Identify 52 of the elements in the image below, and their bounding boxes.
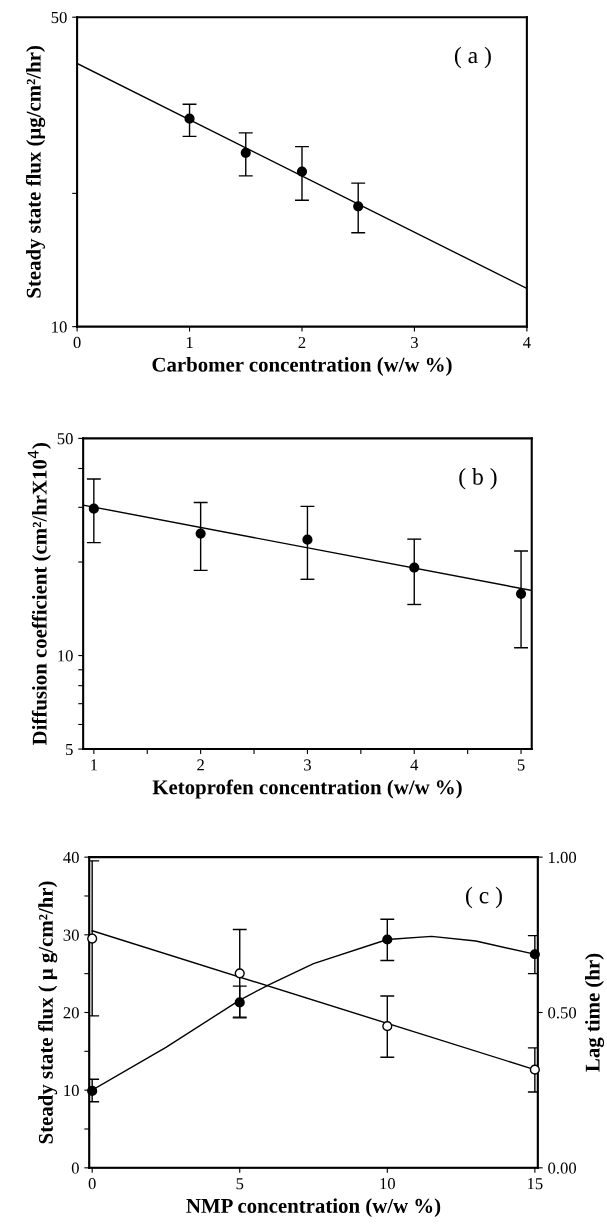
x-axis-title: Ketoprofen concentration (w/w %): [152, 779, 462, 799]
point: [296, 166, 308, 177]
point: [409, 562, 420, 573]
annotation: ( c ): [466, 886, 502, 909]
y-tick-label: 50: [57, 433, 73, 445]
x-tick-label: 2: [197, 759, 204, 771]
x-tick-label: 5: [517, 759, 525, 771]
point: [382, 1021, 393, 1032]
y2-axis-title: Lag time (hr): [585, 953, 605, 1072]
x-tick-label: 10: [380, 1178, 395, 1190]
x-axis-title: NMP concentration (w/w %): [186, 1198, 441, 1218]
point: [529, 1064, 540, 1075]
x-tick-label: 2: [298, 336, 306, 348]
point: [184, 113, 195, 124]
annotation: ( b ): [459, 468, 497, 490]
y-axis-title: Steady state flux ( μ g/cm²/hr): [38, 881, 58, 1144]
y2-tick-label: 0.00: [548, 1162, 577, 1174]
y-tick-label: 40: [63, 851, 79, 864]
y-tick-label: 0: [71, 1162, 79, 1174]
point: [234, 968, 245, 979]
y-tick-label: 5: [66, 743, 73, 756]
y-tick-label: 10: [64, 1084, 79, 1097]
y-tick-label: 10: [58, 650, 73, 662]
x-tick-label: 15: [527, 1178, 543, 1190]
x-tick-label: 4: [410, 759, 419, 771]
point: [87, 933, 98, 944]
y-axis-title: Diffusion coefficient (cm²/hrX10$^{4}$): [27, 443, 51, 746]
point: [353, 201, 364, 212]
point: [515, 588, 527, 599]
x-tick-label: 3: [411, 336, 418, 349]
point: [87, 1085, 98, 1097]
x-tick-label: 0: [88, 1178, 96, 1190]
x-tick-label: 5: [236, 1178, 244, 1190]
annotation: ( a ): [454, 46, 491, 69]
point: [302, 534, 313, 545]
x-tick-label: 1: [186, 336, 193, 348]
y-tick-label: 10: [52, 321, 67, 333]
point: [195, 528, 206, 539]
x-tick-label: 3: [304, 759, 311, 771]
x-axis-title: Carbomer concentration (w/w %): [152, 357, 452, 376]
point: [529, 949, 540, 960]
point: [382, 934, 393, 945]
point: [88, 503, 99, 514]
y-tick-label: 30: [63, 929, 79, 941]
x-tick-label: 1: [91, 759, 98, 771]
y2-tick-label: 0.50: [548, 1007, 577, 1019]
y-tick-label: 20: [63, 1007, 79, 1019]
y2-tick-label: 1.00: [548, 851, 577, 864]
point: [240, 147, 251, 158]
y-axis-title: Steady state flux (μg/cm²/hr): [25, 46, 46, 298]
x-tick-label: 4: [523, 336, 531, 348]
y-tick-label: 50: [51, 11, 67, 24]
